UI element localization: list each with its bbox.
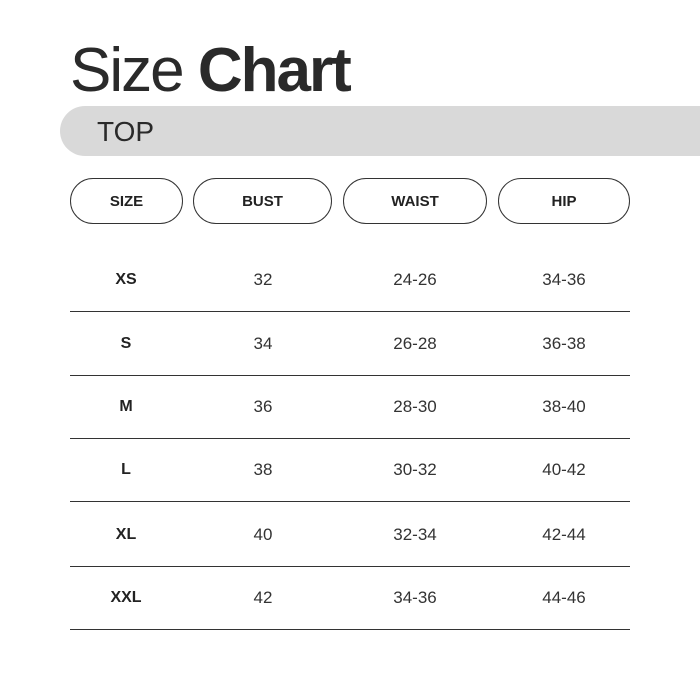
table-cell-size: XL (115, 526, 137, 543)
header-size: SIZE (70, 178, 183, 224)
table-cell-bust: 38 (253, 460, 273, 479)
table-row: M 36 28-30 38-40 (70, 375, 630, 439)
table-cell-size: S (120, 335, 132, 352)
table-cell-waist: 30-32 (393, 460, 437, 479)
table-cell-hip: 36-38 (542, 334, 586, 353)
table-row: XXL 42 34-36 44-46 (70, 566, 630, 630)
table-cell-hip: 38-40 (542, 397, 586, 416)
table-cell-waist: 26-28 (393, 334, 437, 353)
section-label: TOP (97, 116, 155, 147)
section-bar: TOP (60, 106, 700, 156)
title-bold: Chart (197, 36, 352, 105)
table-cell-bust: 32 (253, 270, 273, 289)
table-row: L 38 30-32 40-42 (70, 438, 630, 502)
table-cell-bust: 34 (253, 334, 273, 353)
table-row: S 34 26-28 36-38 (70, 312, 630, 376)
table-cell-hip: 42-44 (542, 525, 586, 544)
table-cell-hip: 34-36 (542, 270, 586, 289)
table-cell-size: M (119, 398, 133, 415)
table-cell-waist: 28-30 (393, 397, 437, 416)
header-bust: BUST (193, 178, 332, 224)
table-cell-size: XS (115, 271, 137, 288)
table-cell-waist: 32-34 (393, 525, 437, 544)
table-cell-bust: 40 (253, 525, 273, 544)
table-row: XS 32 24-26 34-36 (70, 248, 630, 312)
page-title: Size Chart (70, 36, 352, 106)
table-cell-waist: 34-36 (393, 588, 437, 607)
table-cell-bust: 36 (253, 397, 273, 416)
table-row: XL 40 32-34 42-44 (70, 503, 630, 567)
header-hip: HIP (498, 178, 630, 224)
table-cell-hip: 40-42 (542, 460, 586, 479)
header-waist: WAIST (343, 178, 487, 224)
table-cell-hip: 44-46 (542, 588, 586, 607)
table-cell-size: XXL (110, 589, 142, 606)
table-cell-size: L (121, 461, 131, 478)
title-light: Size (70, 36, 185, 105)
table-cell-waist: 24-26 (393, 270, 437, 289)
table-cell-bust: 42 (253, 588, 273, 607)
